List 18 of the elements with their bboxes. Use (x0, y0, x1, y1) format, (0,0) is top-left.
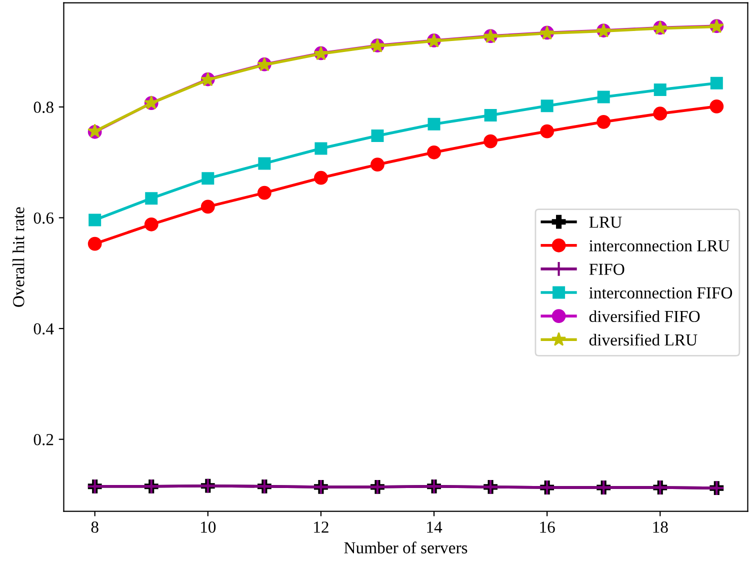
legend-label: interconnection LRU (589, 240, 730, 252)
x-tick-label: 14 (427, 522, 442, 533)
legend-label: FIFO (589, 264, 624, 275)
legend-label: diversified LRU (589, 334, 698, 346)
x-tick-label: 8 (91, 522, 98, 533)
y-tick-label: 0.4 (34, 323, 54, 335)
y-tick-label: 0.8 (34, 102, 54, 113)
y-axis-title: Overall hit rate (12, 207, 24, 307)
x-tick-label: 18 (653, 522, 668, 533)
y-tick-label: 0.2 (34, 434, 54, 446)
y-tick-label: 0.6 (34, 212, 54, 224)
x-tick-label: 10 (201, 522, 216, 533)
x-axis-title: Number of servers (344, 542, 468, 554)
x-tick-label: 16 (540, 522, 555, 533)
legend-label: interconnection FIFO (589, 287, 732, 298)
x-tick-label: 12 (314, 522, 328, 533)
legend-label: diversified FIFO (589, 310, 700, 322)
legend-label: LRU (589, 216, 622, 228)
